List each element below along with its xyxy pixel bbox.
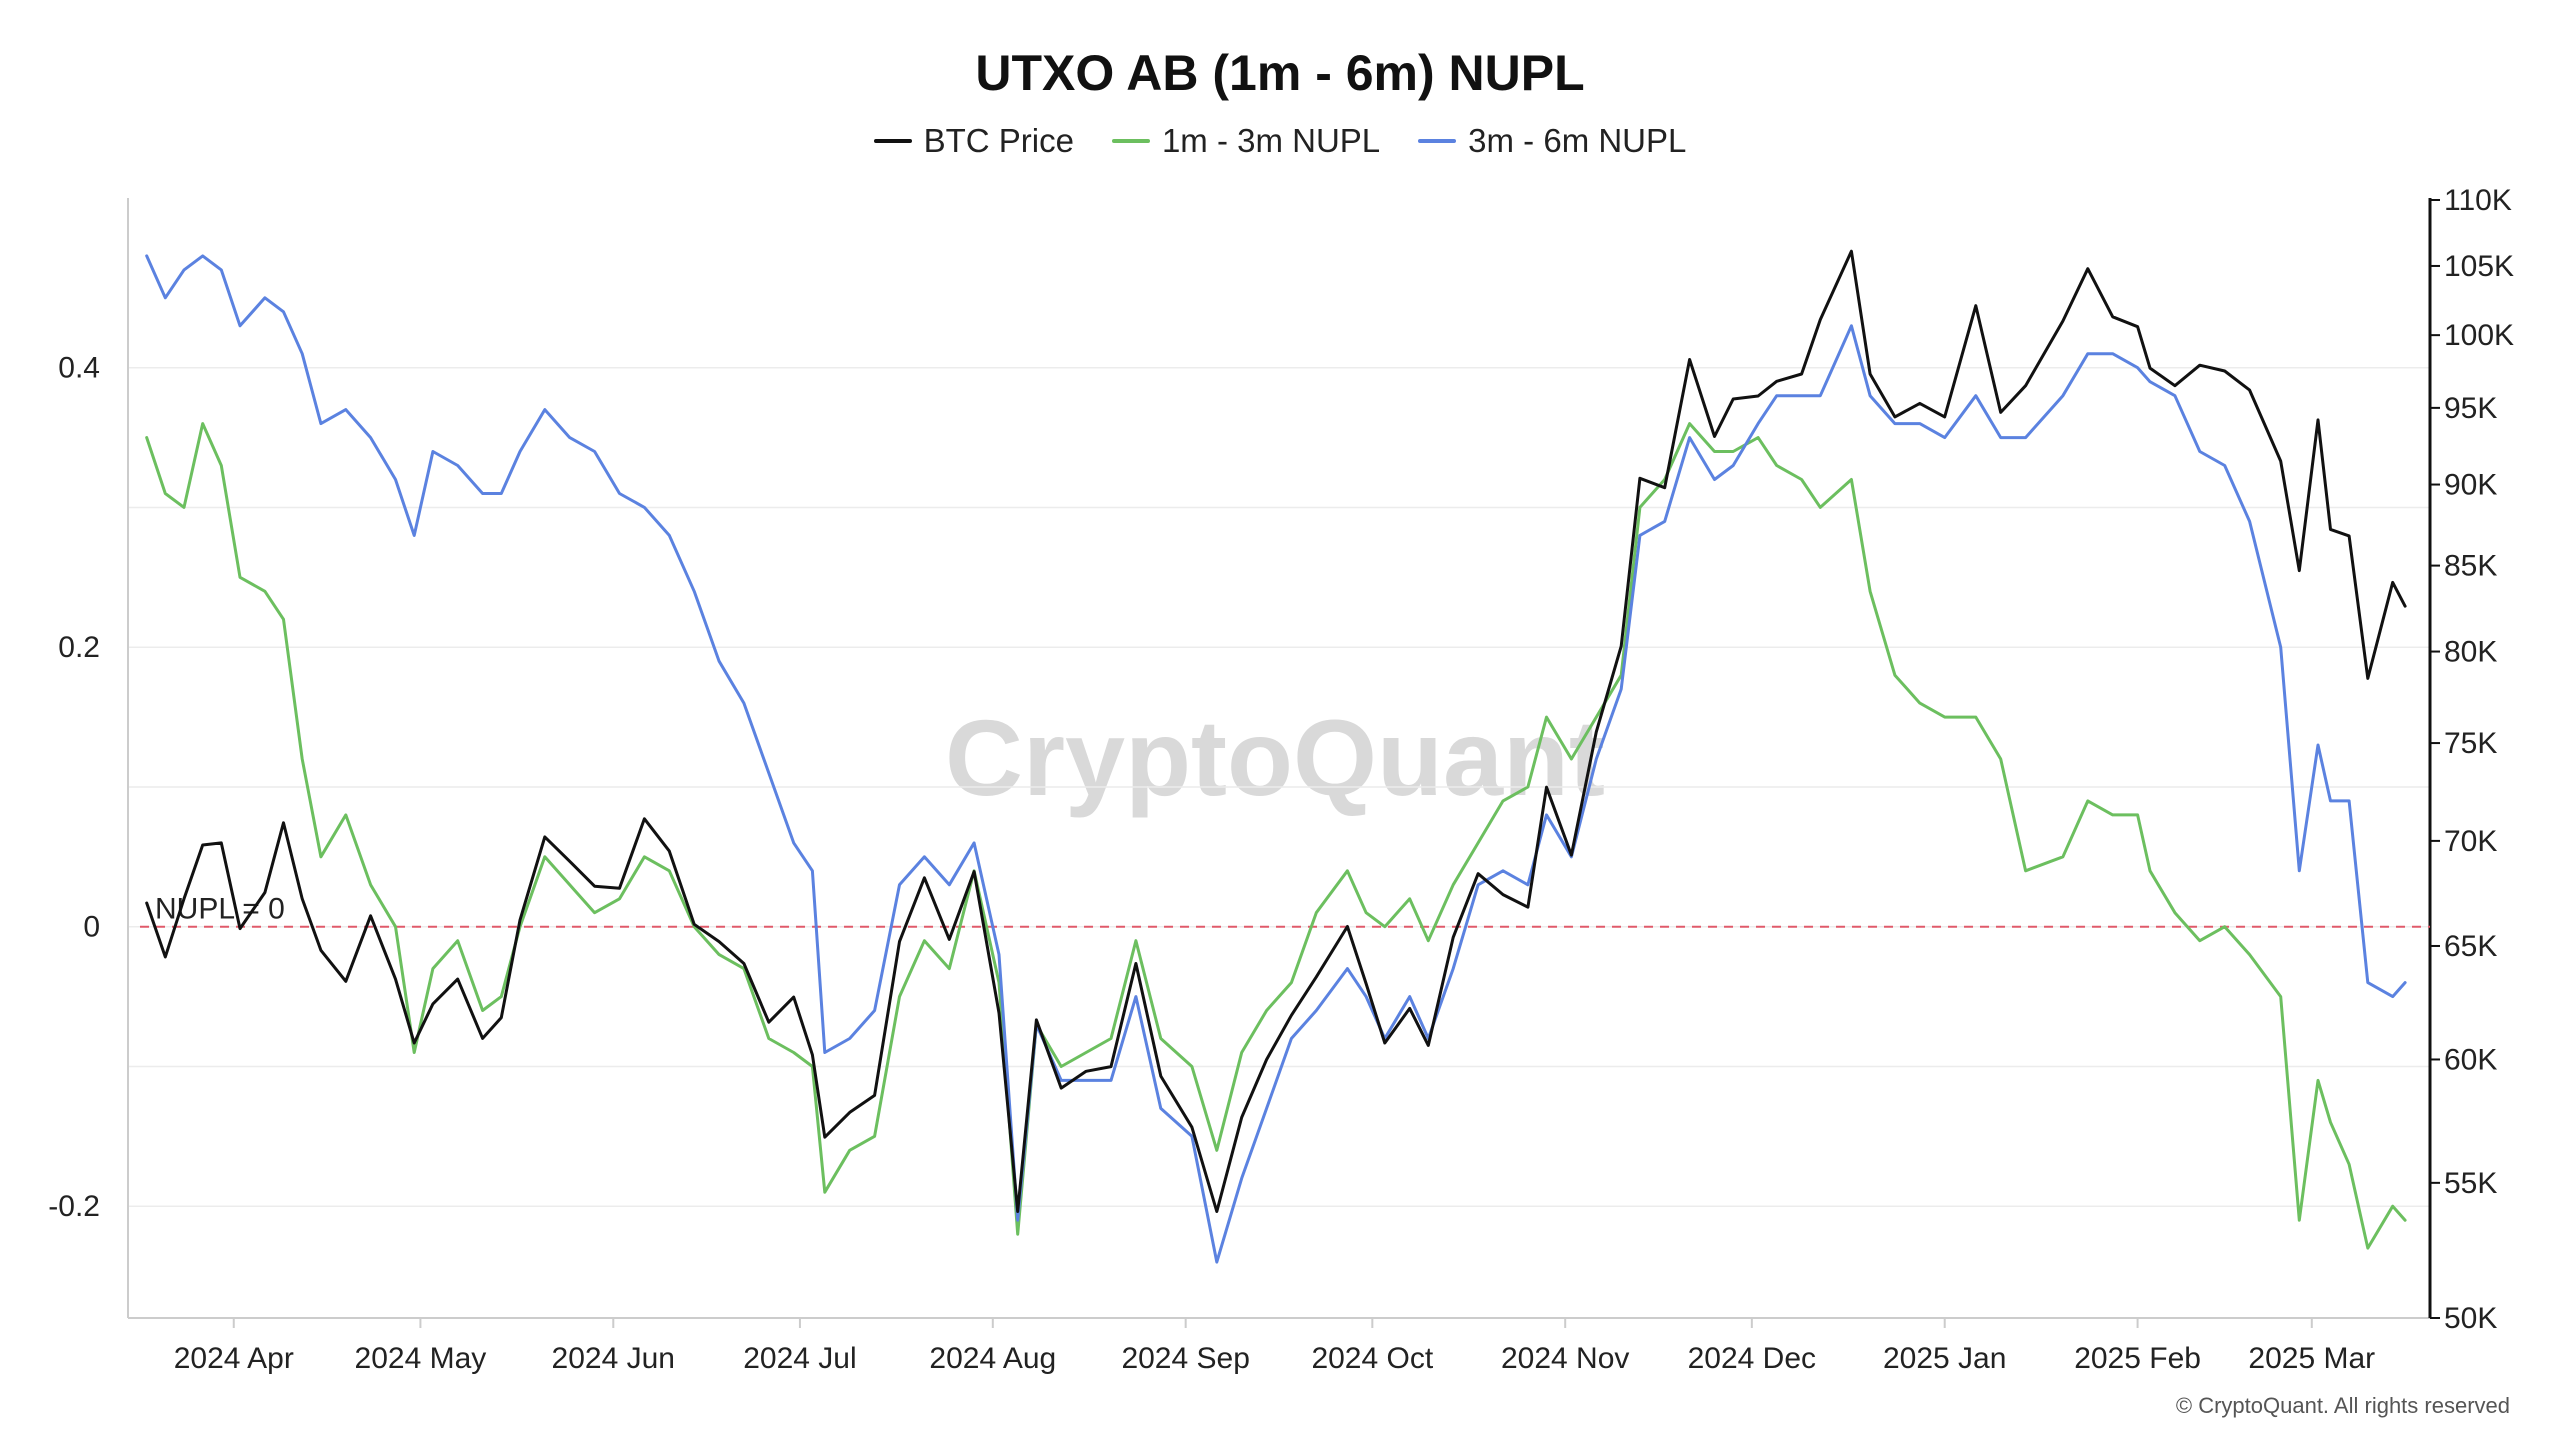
x-tick-label: 2024 Sep <box>1121 1342 1249 1375</box>
y-left-tick-label: 0.4 <box>58 352 100 385</box>
x-tick-label: 2024 May <box>355 1342 487 1375</box>
y-right-tick-label: 105K <box>2444 250 2514 283</box>
y-left-tick-label: 0 <box>83 911 100 944</box>
series-line-3m-6m-nupl <box>145 254 2407 1264</box>
legend-label-1m-3m-nupl: 1m - 3m NUPL <box>1161 122 1381 159</box>
x-tick-label: 2024 Aug <box>929 1342 1056 1375</box>
series-line-btc-price <box>145 249 2407 1213</box>
y-right-tick-label: 55K <box>2444 1167 2497 1200</box>
x-tick-label: 2024 Nov <box>1501 1342 1629 1375</box>
legend-item-btc-price[interactable]: BTC Price <box>873 122 1074 160</box>
x-tick-label: 2024 Jul <box>743 1342 856 1375</box>
x-tick-label: 2025 Jan <box>1883 1342 2006 1375</box>
x-tick-label: 2025 Mar <box>2248 1342 2375 1375</box>
legend-swatch-3m-6m-nupl <box>1418 139 1457 143</box>
series-lines <box>145 249 2407 1264</box>
y-right-tick-label: 60K <box>2444 1043 2497 1076</box>
legend-swatch-1m-3m-nupl <box>1111 139 1150 143</box>
x-tick-label: 2024 Jun <box>552 1342 675 1375</box>
grid-lines <box>128 366 2430 1207</box>
y-right-tick-label: 65K <box>2444 930 2497 963</box>
axes <box>127 198 2440 1328</box>
legend-label-3m-6m-nupl: 3m - 6m NUPL <box>1468 122 1687 159</box>
copyright-notice: © CryptoQuant. All rights reserved <box>2175 1393 2510 1418</box>
watermark: CryptoQuant <box>945 697 1605 818</box>
chart-title: UTXO AB (1m - 6m) NUPL <box>975 45 1585 101</box>
y-right-tick-label: 70K <box>2444 825 2497 858</box>
y-right-tick-label: 90K <box>2444 469 2497 502</box>
legend-item-3m-6m-nupl[interactable]: 3m - 6m NUPL <box>1418 122 1686 160</box>
x-tick-label: 2024 Apr <box>174 1342 294 1375</box>
chart-legend: BTC Price 1m - 3m NUPL 3m - 6m NUPL <box>0 122 2560 160</box>
y-right-tick-label: 100K <box>2444 319 2514 352</box>
legend-item-1m-3m-nupl[interactable]: 1m - 3m NUPL <box>1111 122 1381 160</box>
reference-line-label: NUPL = 0 <box>155 893 285 926</box>
y-right-tick-label: 85K <box>2444 550 2497 583</box>
y-right-tick-label: 50K <box>2444 1302 2497 1335</box>
y-left-tick-label: 0.2 <box>58 631 100 664</box>
y-right-tick-label: 80K <box>2444 636 2497 669</box>
legend-swatch-btc-price <box>873 139 912 143</box>
series-line-1m-3m-nupl <box>145 422 2407 1250</box>
x-tick-label: 2025 Feb <box>2074 1342 2201 1375</box>
y-left-tick-label: -0.2 <box>48 1190 100 1223</box>
tick-labels: -0.2 0 0.2 0.4 50K 55K 60K 65K 70K 75K 80K 85K 90K 95… <box>48 184 2514 1375</box>
y-right-tick-label: 75K <box>2444 727 2497 760</box>
x-tick-label: 2024 Oct <box>1311 1342 1433 1375</box>
y-right-tick-label: 95K <box>2444 392 2497 425</box>
x-tick-label: 2024 Dec <box>1688 1342 1816 1375</box>
y-right-tick-label: 110K <box>2444 184 2512 217</box>
legend-label-btc-price: BTC Price <box>923 122 1074 159</box>
reference-line-group: NUPL = 0 <box>140 893 2430 928</box>
